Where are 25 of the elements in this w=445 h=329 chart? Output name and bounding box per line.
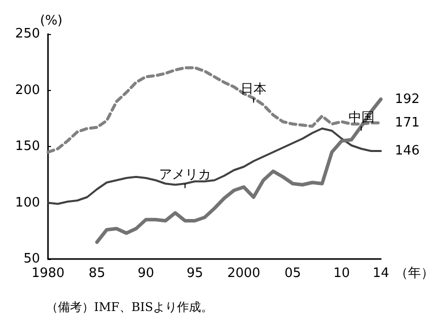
series-label: 日本	[240, 82, 267, 98]
line-series	[95, 98, 383, 244]
y-tick-label: 250	[15, 26, 40, 42]
x-tick-label: 2000	[227, 266, 260, 281]
data-label: 146	[394, 144, 420, 158]
x-tick-label: 95	[186, 266, 204, 281]
x-tick-label: 05	[284, 266, 301, 281]
x-tick-label: 85	[88, 266, 106, 281]
line-series	[47, 128, 382, 205]
text: （備考）IMF、BISより作成。	[46, 300, 214, 314]
series-label: アメリカ	[159, 168, 212, 183]
x-axis-title: （年）	[395, 266, 434, 281]
y-tick-label: 100	[15, 195, 40, 210]
series-label: 中国	[348, 110, 374, 126]
line-series	[46, 66, 382, 154]
data-label: 192	[394, 92, 420, 107]
x-tick-label: 14	[372, 266, 390, 281]
data-label: 171	[394, 115, 420, 130]
y-axis-title: (%)	[40, 14, 62, 29]
x-tick-label: 1980	[31, 266, 65, 281]
y-tick-label: 200	[15, 82, 40, 98]
y-tick-label: 50	[23, 252, 40, 266]
y-tick-label: 150	[15, 139, 40, 154]
x-tick-label: 90	[138, 266, 154, 281]
x-tick-label: 10	[333, 266, 350, 281]
